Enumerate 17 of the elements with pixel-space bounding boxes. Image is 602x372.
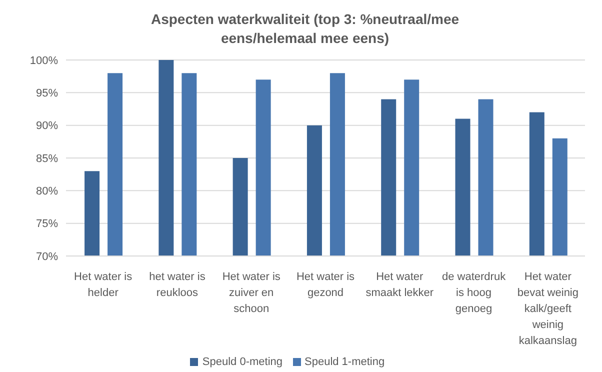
y-tick-label: 75% — [36, 218, 58, 230]
legend-label: Speuld 1-meting — [304, 356, 385, 368]
x-tick-label: de waterdruk is hoog genoeg — [442, 271, 506, 315]
x-tick-label: Het water bevat weinig kalk/geeft weinig kalkaanslag — [517, 271, 579, 347]
y-tick-label: 85% — [36, 152, 58, 165]
x-tick-label: Het water is gezond — [296, 271, 356, 299]
y-tick-label: 70% — [36, 250, 58, 263]
y-tick-label: 90% — [36, 120, 58, 132]
x-tick-label: Het water smaakt lekker — [366, 271, 434, 299]
x-tick-label: het water is reukloos — [149, 271, 206, 299]
y-tick-label: 100% — [30, 54, 58, 67]
x-tick-label: Het water is zuiver en schoon — [222, 271, 281, 315]
chart-title: Aspecten waterkwaliteit (top 3: %neutraal/mee eens/helemaal mee eens) — [150, 10, 460, 48]
y-tick-label: 80% — [36, 186, 58, 198]
x-tick-label: Het water is helder — [74, 271, 133, 299]
legend-label: Speuld 0-meting — [202, 356, 282, 368]
y-tick-label: 95% — [36, 88, 58, 100]
